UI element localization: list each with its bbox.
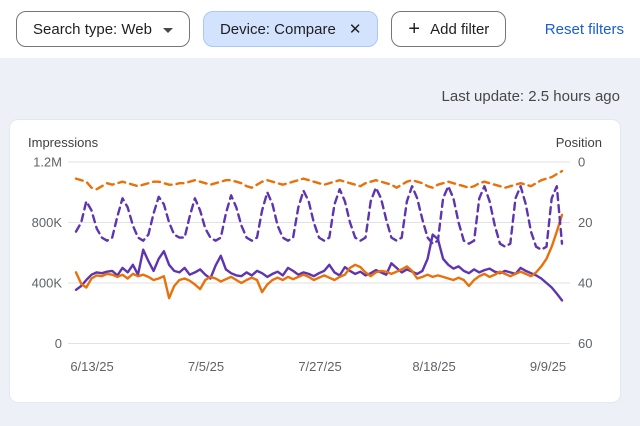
x-axis-tick: 9/9/25 <box>530 359 566 374</box>
last-update-text: Last update: 2.5 hours ago <box>441 88 620 105</box>
search-type-filter-label: Search type: Web <box>33 20 152 38</box>
right-axis-tick: 40 <box>578 276 592 291</box>
impressions-compare-series-1 <box>74 233 564 302</box>
device-filter-chip[interactable]: Device: Compare ✕ <box>202 11 379 47</box>
chevron-down-icon <box>162 27 173 33</box>
search-type-filter-chip[interactable]: Search type: Web <box>16 11 190 47</box>
add-filter-button[interactable]: + Add filter <box>391 11 507 47</box>
right-axis-tick: 20 <box>578 215 592 230</box>
filter-bar: Search type: Web Device: Compare ✕ + Add… <box>0 0 640 58</box>
left-axis-tick: 400K <box>32 276 63 291</box>
right-axis-tick: 0 <box>578 155 585 170</box>
performance-chart[interactable]: Impressions Position 1.2M 800K 400K 0 0 … <box>10 120 620 402</box>
position-compare-series-1 <box>74 184 564 251</box>
x-axis-tick: 6/13/25 <box>70 359 113 374</box>
chart-series-layer <box>74 169 564 302</box>
close-icon[interactable]: ✕ <box>348 20 362 38</box>
position-compare-series-2 <box>74 169 564 191</box>
left-axis-tick: 0 <box>55 336 62 351</box>
chart-card: Impressions Position 1.2M 800K 400K 0 0 … <box>10 120 620 402</box>
reset-filters-button[interactable]: Reset filters <box>543 17 626 42</box>
impressions-compare-series-2 <box>74 213 564 300</box>
left-axis-title: Impressions <box>28 135 99 150</box>
x-axis-tick: 7/27/25 <box>298 359 341 374</box>
plus-icon: + <box>408 18 421 40</box>
right-axis-tick: 60 <box>578 336 592 351</box>
left-axis-tick: 1.2M <box>33 155 62 170</box>
x-axis-tick: 7/5/25 <box>188 359 224 374</box>
add-filter-label: Add filter <box>430 20 490 38</box>
right-axis-title: Position <box>556 135 602 150</box>
search-console-performance-page: Search type: Web Device: Compare ✕ + Add… <box>0 0 640 402</box>
x-axis-tick: 8/18/25 <box>412 359 455 374</box>
left-axis-tick: 800K <box>32 215 63 230</box>
device-filter-label: Device: Compare <box>219 20 336 38</box>
